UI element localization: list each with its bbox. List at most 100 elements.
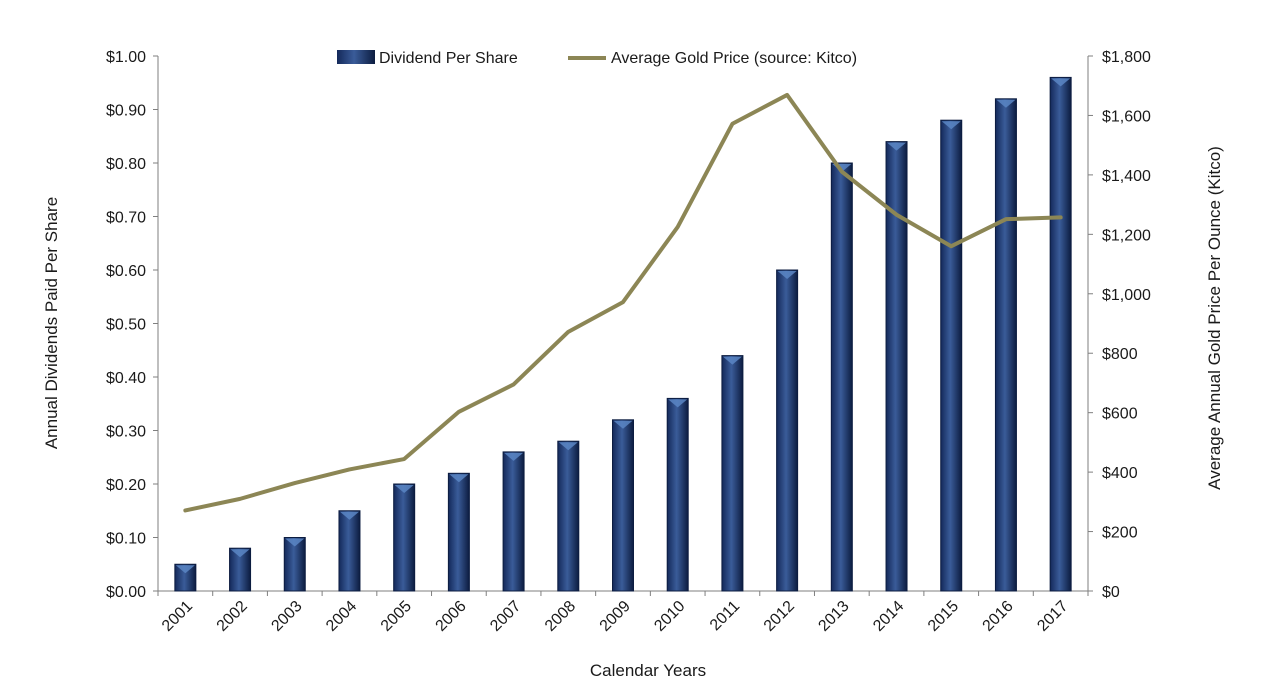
- legend-label-dividend: Dividend Per Share: [379, 50, 518, 67]
- bar-2011: [721, 355, 744, 592]
- bar-2012: [776, 269, 799, 592]
- bar-bevel: [722, 356, 742, 365]
- bar-2001: [174, 563, 197, 592]
- left-tick-label: $0.20: [106, 477, 146, 494]
- bar-body: [885, 141, 908, 592]
- bar-bevel: [504, 452, 524, 461]
- x-tick-label: 2007: [487, 598, 524, 635]
- bar-body: [612, 419, 634, 592]
- bar-2008: [557, 440, 580, 592]
- bar-body: [283, 537, 306, 592]
- bar-2003: [283, 537, 306, 592]
- right-tick-label: $1,000: [1102, 287, 1151, 304]
- x-tick-label: 2015: [925, 598, 962, 635]
- bar-2013: [830, 162, 853, 592]
- bar-bevel: [449, 474, 469, 483]
- bar-bevel: [558, 442, 578, 451]
- x-tick-label: 2004: [323, 598, 360, 635]
- left-tick-label: $1.00: [106, 49, 146, 66]
- left-tick-label: $0.50: [106, 317, 146, 334]
- right-tick-label: $800: [1102, 346, 1138, 363]
- x-ticks: 2001 2002 2003 2004 2005 2006 2007 2008 2009 2010…: [157, 591, 1089, 635]
- x-tick-label: 2009: [597, 598, 634, 635]
- bar-bevel: [996, 99, 1016, 108]
- x-tick-label: 2013: [815, 598, 852, 635]
- bar-body: [1049, 76, 1072, 592]
- bar-body: [940, 119, 963, 592]
- bar-body: [393, 483, 416, 592]
- legend: Dividend Per Share Average Gold Price (s…: [337, 50, 857, 67]
- bar-bevel: [339, 511, 359, 520]
- bar-2006: [447, 472, 470, 592]
- bar-2002: [229, 547, 252, 592]
- left-tick-label: $0.60: [106, 263, 146, 280]
- x-tick-label: 2017: [1034, 598, 1071, 635]
- left-tick-label: $0.30: [106, 424, 146, 441]
- legend-label-gold: Average Gold Price (source: Kitco): [611, 50, 857, 67]
- bar-body: [830, 162, 853, 592]
- legend-swatch-dividend: [337, 50, 375, 64]
- x-tick-label: 2001: [159, 598, 196, 635]
- bar-2014: [885, 141, 908, 592]
- bars: [174, 76, 1072, 592]
- bar-body: [666, 397, 689, 592]
- bar-bevel: [613, 420, 633, 429]
- bar-2016: [994, 98, 1017, 592]
- bar-body: [338, 510, 361, 592]
- left-tick-label: $0.10: [106, 531, 146, 548]
- bar-body: [447, 472, 470, 592]
- x-tick-label: 2016: [980, 598, 1017, 635]
- right-tick-label: $200: [1102, 525, 1138, 542]
- x-tick-label: 2008: [542, 598, 579, 635]
- bar-bevel: [887, 142, 907, 151]
- x-tick-label: 2011: [707, 598, 743, 634]
- bar-body: [721, 355, 744, 592]
- x-tick-label: 2014: [870, 598, 907, 635]
- bar-body: [557, 440, 580, 592]
- x-tick-label: 2012: [761, 598, 798, 635]
- bar-2009: [612, 419, 634, 592]
- bar-2015: [940, 119, 963, 592]
- bar-body: [229, 547, 252, 592]
- gold-price-line: [183, 92, 1063, 513]
- left-tick-label: $0.00: [106, 584, 146, 601]
- x-tick-label: 2005: [378, 598, 415, 635]
- left-ticks: $0.00 $0.10 $0.20 $0.30 $0.40 $0.50 $0.60 $0.70…: [106, 49, 158, 601]
- bar-bevel: [230, 549, 250, 558]
- bar-2005: [393, 483, 416, 592]
- bar-bevel: [777, 271, 797, 279]
- right-tick-label: $600: [1102, 406, 1138, 423]
- bar-body: [994, 98, 1017, 592]
- right-ticks: $0 $200 $400 $600 $800 $1,000 $1,200 $1,400 $1,6…: [1088, 49, 1151, 601]
- left-tick-label: $0.90: [106, 103, 146, 120]
- bar-bevel: [175, 565, 195, 574]
- x-tick-label: 2002: [214, 598, 251, 635]
- right-tick-label: $1,600: [1102, 108, 1151, 125]
- y-axis-title: Annual Dividends Paid Per Share: [42, 197, 61, 449]
- gold-line-series: [183, 92, 1063, 513]
- bar-2004: [338, 510, 361, 592]
- x-tick-label: 2003: [268, 598, 305, 635]
- left-tick-label: $0.70: [106, 210, 146, 227]
- x-tick-label: 2006: [433, 598, 470, 635]
- bar-bevel: [285, 538, 305, 547]
- left-tick-label: $0.80: [106, 156, 146, 173]
- bar-body: [502, 451, 525, 592]
- bar-bevel: [941, 121, 961, 130]
- left-tick-label: $0.40: [106, 370, 146, 387]
- x-axis-title: Calendar Years: [590, 661, 706, 680]
- right-tick-label: $1,400: [1102, 168, 1151, 185]
- bar-2007: [502, 451, 525, 592]
- x-tick-label: 2010: [651, 598, 688, 635]
- bar-2017: [1049, 76, 1072, 592]
- right-tick-label: $1,200: [1102, 227, 1151, 244]
- bar-bevel: [1051, 78, 1071, 87]
- right-tick-label: $0: [1102, 584, 1120, 601]
- bar-2010: [666, 397, 689, 592]
- bar-body: [174, 563, 197, 592]
- bar-body: [776, 269, 799, 592]
- right-tick-label: $1,800: [1102, 49, 1151, 66]
- bar-bevel: [394, 485, 414, 493]
- y2-axis-title: Average Annual Gold Price Per Ounce (Kit…: [1205, 146, 1224, 490]
